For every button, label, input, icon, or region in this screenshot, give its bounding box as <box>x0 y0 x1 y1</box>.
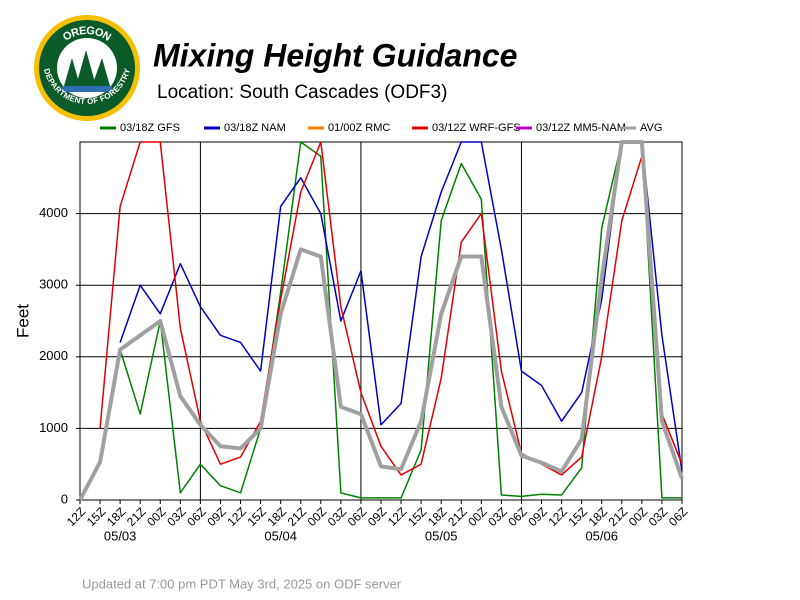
x-tick-label: 15Z <box>244 504 269 529</box>
y-tick-label: 0 <box>61 491 68 506</box>
x-tick-label: 09Z <box>525 504 550 529</box>
x-tick-label: 12Z <box>64 504 89 529</box>
x-tick-label: 21Z <box>285 504 310 529</box>
x-tick-label: 21Z <box>606 504 631 529</box>
x-tick-label: 06Z <box>345 504 370 529</box>
footnote: Updated at 7:00 pm PDT May 3rd, 2025 on … <box>82 576 402 591</box>
x-tick-label: 18Z <box>104 504 129 529</box>
x-tick-label: 21Z <box>124 504 149 529</box>
y-tick-label: 3000 <box>39 277 68 292</box>
logo: OREGON DEPARTMENT OF FORESTRY <box>34 15 140 121</box>
logo-text: OREGON <box>61 25 113 44</box>
x-tick-label: 03Z <box>325 504 350 529</box>
x-tick-label: 12Z <box>385 504 410 529</box>
series-line <box>119 141 683 472</box>
x-tick-label: 15Z <box>84 504 109 529</box>
x-tick-label: 03Z <box>164 504 189 529</box>
logo-water <box>62 86 112 92</box>
x-tick-label: 15Z <box>405 504 430 529</box>
y-tick-label: 4000 <box>39 205 68 220</box>
x-tick-label: 03Z <box>646 504 671 529</box>
legend-label: 03/12Z WRF-GFS <box>432 122 521 134</box>
x-tick-label: 18Z <box>425 504 450 529</box>
x-tick-label: 00Z <box>144 504 169 529</box>
legend-label: 03/18Z NAM <box>224 122 286 134</box>
x-tick-label: 21Z <box>445 504 470 529</box>
y-axis-label: Feet <box>13 304 32 338</box>
chart-title: Mixing Height Guidance <box>153 37 517 73</box>
x-tick-label: 06Z <box>184 504 209 529</box>
chart-subtitle: Location: South Cascades (ODF3) <box>157 82 447 103</box>
legend-label: AVG <box>640 122 662 134</box>
x-tick-label: 18Z <box>265 504 290 529</box>
x-tick-label: 09Z <box>204 504 229 529</box>
x-tick-label: 00Z <box>305 504 330 529</box>
series-line <box>78 140 684 501</box>
y-tick-label: 1000 <box>39 420 68 435</box>
date-label: 05/06 <box>585 528 618 543</box>
x-tick-label: 00Z <box>465 504 490 529</box>
date-label: 05/03 <box>104 528 137 543</box>
series-line <box>99 141 683 476</box>
x-tick-label: 18Z <box>586 504 611 529</box>
x-tick-label: 15Z <box>566 504 591 529</box>
logo-text-top: OREGON <box>61 25 113 44</box>
date-label: 05/05 <box>425 528 458 543</box>
x-tick-label: 06Z <box>666 504 691 529</box>
legend-label: 01/00Z RMC <box>328 122 390 134</box>
x-tick-label: 12Z <box>224 504 249 529</box>
x-tick-label: 00Z <box>626 504 651 529</box>
x-tick-label: 09Z <box>365 504 390 529</box>
x-tick-label: 12Z <box>545 504 570 529</box>
y-tick-label: 2000 <box>39 348 68 363</box>
x-tick-label: 06Z <box>505 504 530 529</box>
legend-label: 03/18Z GFS <box>120 122 180 134</box>
logo-trees <box>64 50 110 86</box>
x-tick-label: 03Z <box>485 504 510 529</box>
legend-label: 03/12Z MM5-NAM <box>536 122 626 134</box>
date-label: 05/04 <box>264 528 297 543</box>
